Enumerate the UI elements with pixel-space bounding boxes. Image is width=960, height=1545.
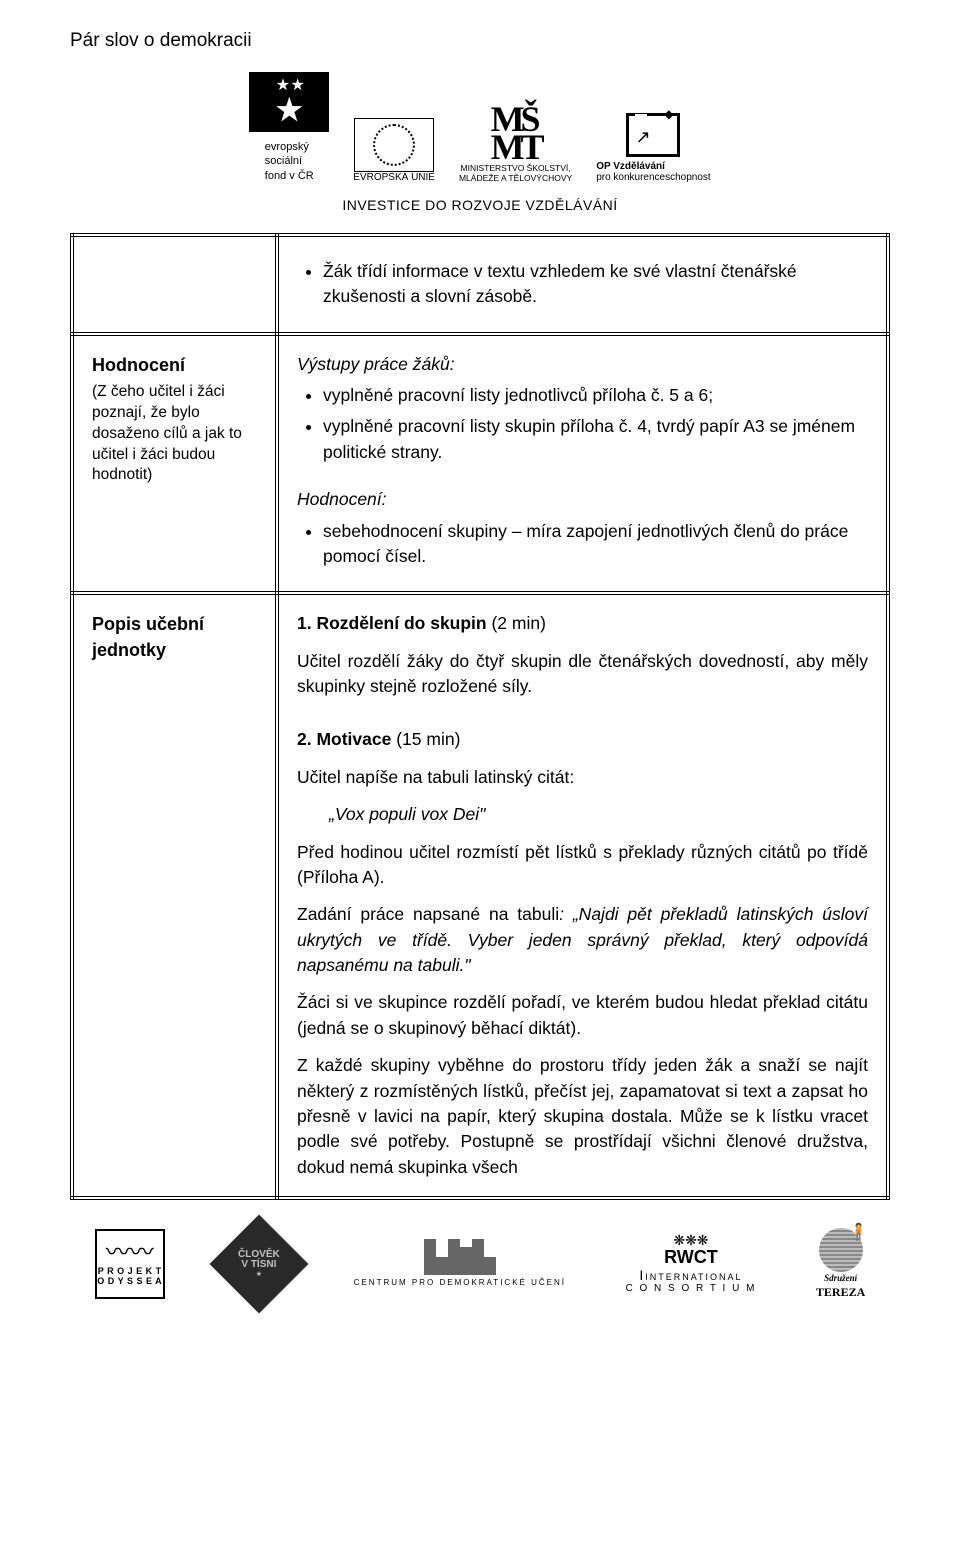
row1-left-cell: Hodnocení (Z čeho učitel i žáci poznají,…: [72, 334, 277, 594]
section2-p5: Z každé skupiny vyběhne do prostoru tříd…: [297, 1053, 868, 1180]
row1-sublabel: (Z čeho učitel i žáci poznají, že bylo d…: [92, 382, 263, 487]
esf-text: evropský sociální fond v ČR: [265, 140, 314, 183]
row1-bullet-1: vyplněné pracovní listy jednotlivců příl…: [323, 383, 868, 408]
row1-content-cell: Výstupy práce žáků: vyplněné pracovní li…: [277, 334, 888, 594]
rwct-logo: ❋❋❋ RWCT IINTERNATIONAL C O N S O R T I …: [625, 1233, 756, 1295]
op-text: OP Vzdělávání pro konkurenceschopnost: [596, 161, 711, 183]
row2-left-cell: Popis učební jednotky: [72, 593, 277, 1198]
esf-logo: ★ ★ ★ evropský sociální fond v ČR: [249, 72, 329, 183]
row1-label: Hodnocení: [92, 352, 263, 378]
msmt-logo: MŠMT MINISTERSTVO ŠKOLSTVÍ, MLÁDEŽE A TĚ…: [459, 105, 572, 183]
footer-logo-strip: 〰〰 P R O J E K T O D Y S S E A ČLOVĚK V …: [70, 1228, 890, 1299]
msmt-text: MINISTERSTVO ŠKOLSTVÍ, MLÁDEŽE A TĚLOVÝC…: [459, 164, 572, 183]
table-row: Hodnocení (Z čeho učitel i žáci poznají,…: [72, 334, 888, 594]
section2-quote: „Vox populi vox Dei": [297, 802, 868, 827]
clovek-v-tisni-logo: ČLOVĚK V TÍSNI ★: [224, 1229, 294, 1299]
row0-left-cell: [72, 235, 277, 334]
page-title: Pár slov o demokracii: [70, 30, 890, 52]
row2-label: Popis učební jednotky: [92, 611, 263, 663]
row0-bullet: Žák třídí informace v textu vzhledem ke …: [323, 259, 868, 310]
section2-time: (15 min): [391, 729, 460, 749]
section2-title: 2. Motivace: [297, 729, 391, 749]
op-logo: ↗ OP Vzdělávání pro konkurenceschopnost: [596, 113, 711, 183]
row2-content-cell: 1. Rozdělení do skupin (2 min) Učitel ro…: [277, 593, 888, 1198]
odyssea-logo: 〰〰 P R O J E K T O D Y S S E A: [95, 1229, 165, 1299]
section1-title: 1. Rozdělení do skupin: [297, 613, 487, 633]
eu-label: EVROPSKÁ UNIE: [353, 172, 435, 183]
tereza-logo: 🧍 Sdružení TEREZA: [816, 1228, 865, 1299]
cdv-bars-icon: [424, 1239, 496, 1275]
hodnoceni-heading: Hodnocení:: [297, 487, 868, 512]
wave-icon: 〰〰: [106, 1240, 154, 1266]
row1-bullet-3: sebehodnocení skupiny – míra zapojení je…: [323, 519, 868, 570]
eu-logo: EVROPSKÁ UNIE: [353, 118, 435, 183]
table-row: Žák třídí informace v textu vzhledem ke …: [72, 235, 888, 334]
eu-flag-icon: [354, 118, 434, 172]
cdv-logo: CENTRUM PRO DEMOKRATICKÉ UČENÍ: [354, 1239, 566, 1288]
wreath-icon: ❋❋❋: [673, 1233, 708, 1248]
row0-content-cell: Žák třídí informace v textu vzhledem ke …: [277, 235, 888, 334]
msmt-mark-icon: MŠMT: [491, 105, 541, 163]
vystupy-heading: Výstupy práce žáků:: [297, 352, 868, 377]
lesson-plan-table: Žák třídí informace v textu vzhledem ke …: [70, 233, 890, 1200]
section1-time: (2 min): [487, 613, 546, 633]
esf-flag-icon: ★ ★ ★: [249, 72, 329, 132]
globe-girl-icon: 🧍: [819, 1228, 863, 1272]
diamond-icon: ČLOVĚK V TÍSNI ★: [210, 1214, 309, 1313]
section2-p1: Učitel napíše na tabuli latinský citát:: [297, 765, 868, 790]
table-row: Popis učební jednotky 1. Rozdělení do sk…: [72, 593, 888, 1198]
section2-p3: Zadání práce napsané na tabuli: „Najdi p…: [297, 902, 868, 978]
section2-p4: Žáci si ve skupince rozdělí pořadí, ve k…: [297, 990, 868, 1041]
investice-slogan: INVESTICE DO ROZVOJE VZDĚLÁVÁNÍ: [70, 197, 890, 213]
op-icon: ↗: [626, 113, 680, 157]
section2-p2: Před hodinou učitel rozmístí pět lístků …: [297, 840, 868, 891]
section1-body: Učitel rozdělí žáky do čtyř skupin dle č…: [297, 649, 868, 700]
row1-bullet-2: vyplněné pracovní listy skupin příloha č…: [323, 414, 868, 465]
header-logo-strip: ★ ★ ★ evropský sociální fond v ČR EVROPS…: [70, 72, 890, 183]
